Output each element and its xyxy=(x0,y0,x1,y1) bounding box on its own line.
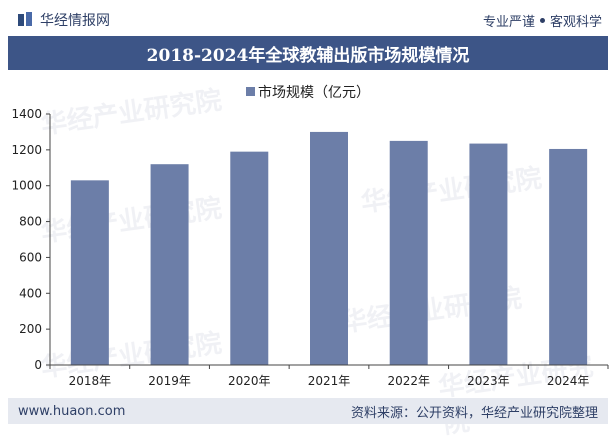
y-tick-label: 0 xyxy=(34,358,42,372)
chart-title: 2018-2024年全球教辅出版市场规模情况 xyxy=(146,45,470,66)
y-tick-label: 800 xyxy=(19,215,42,229)
tagline: 专业严谨 客观科学 xyxy=(483,11,602,30)
bars xyxy=(70,131,588,365)
bar-7 xyxy=(549,148,588,365)
y-tick-label: 1400 xyxy=(11,107,42,121)
x-tick-label: 2022年 xyxy=(387,374,430,388)
top-bar: 华经情报网 专业严谨 客观科学 xyxy=(0,0,616,36)
legend-label: 市场规模（亿元） xyxy=(258,85,370,101)
bar-3 xyxy=(230,151,269,365)
bar-1 xyxy=(70,180,109,365)
y-tick-label: 1200 xyxy=(11,143,42,157)
x-tick-label: 2018年 xyxy=(69,374,112,388)
brand-name: 华经情报网 xyxy=(40,13,110,29)
bar-5 xyxy=(389,140,428,365)
y-tick-label: 600 xyxy=(19,250,42,264)
chart-legend: 市场规模（亿元） xyxy=(0,82,616,102)
legend-swatch xyxy=(246,87,255,96)
tagline-right: 客观科学 xyxy=(549,15,602,30)
footer-website: www.huaon.com xyxy=(18,403,126,419)
tagline-left: 专业严谨 xyxy=(482,15,535,30)
bullet-dot-icon xyxy=(539,18,545,23)
brand: 华经情报网 xyxy=(18,10,110,30)
bar-6 xyxy=(469,143,508,365)
footer-source: 资料来源：公开资料，华经产业研究院整理 xyxy=(350,405,598,421)
x-tick-label: 2024年 xyxy=(547,374,590,388)
x-tick-label: 2019年 xyxy=(148,374,191,388)
y-tick-label: 400 xyxy=(19,286,42,300)
x-tick-label: 2020年 xyxy=(228,374,271,388)
bar-4 xyxy=(310,131,348,365)
y-tick-label: 1000 xyxy=(11,179,42,193)
chart-title-band: 2018-2024年全球教辅出版市场规模情况 xyxy=(8,36,608,70)
x-axis: 2018年 2019年 2020年 2021年 2022年 2023年 2024年 xyxy=(49,364,609,388)
y-axis: 0 200 400 600 800 1000 1200 1400 xyxy=(11,107,51,372)
footer: www.huaon.com 资料来源：公开资料，华经产业研究院整理 xyxy=(8,398,608,424)
bar-2 xyxy=(150,164,189,365)
x-tick-label: 2021年 xyxy=(308,374,351,388)
brand-logo-icon xyxy=(18,12,34,28)
y-tick-label: 200 xyxy=(19,322,42,336)
x-tick-label: 2023年 xyxy=(467,374,510,388)
bar-chart: 0 200 400 600 800 1000 1200 1400 2018年 2019年 2020… xyxy=(11,107,609,388)
